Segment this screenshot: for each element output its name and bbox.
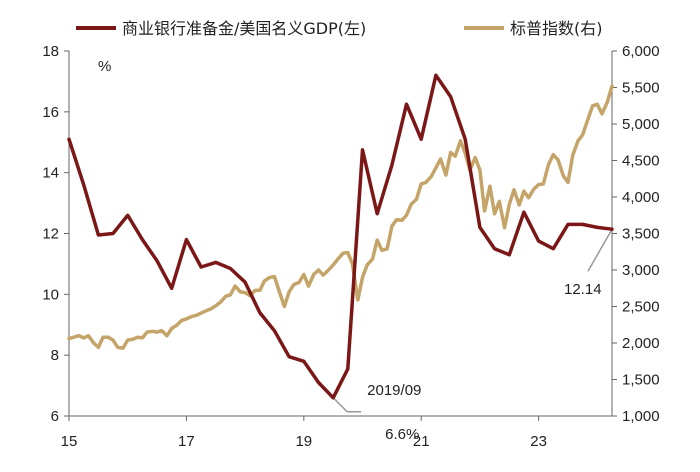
y-right-tick-label: 5,000	[622, 116, 660, 133]
legend-label-reserves: 商业银行准备金/美国名义GDP(左)	[122, 19, 366, 38]
x-tick-label: 21	[413, 433, 430, 450]
y-right-tick-label: 1,500	[622, 372, 660, 389]
y-right-tick-label: 2,000	[622, 335, 660, 352]
y-left-tick-label: 18	[42, 43, 59, 60]
annotation-date: 2019/09	[367, 382, 421, 399]
y-right-tick-label: 1,000	[622, 408, 660, 425]
y-right-tick-label: 2,500	[622, 299, 660, 316]
unit-label: %	[98, 58, 111, 75]
y-right-tick-label: 5,500	[622, 80, 660, 97]
annotations: 2019/09 6.6% 12.14	[367, 281, 601, 443]
y-right-tick-label: 3,500	[622, 226, 660, 243]
y-left-tick-label: 16	[42, 104, 59, 121]
x-tick-label: 23	[530, 433, 547, 450]
y-right-tick-label: 4,000	[622, 189, 660, 206]
y-right-tick-label: 6,000	[622, 43, 660, 60]
annotation-leader-line	[587, 228, 613, 272]
x-tick-label: 17	[178, 433, 195, 450]
axes: 6 8 10 12 14 16 18 1,000 1,500 2,000 2,500 3,000 3,5…	[42, 43, 659, 450]
y-left-tick-label: 6	[51, 408, 59, 425]
series-layer	[67, 73, 614, 413]
annotation-value-low: 6.6%	[385, 426, 419, 443]
y-right-tick-label: 4,500	[622, 153, 660, 170]
legend: 商业银行准备金/美国名义GDP(左) 标普指数(右)	[76, 19, 603, 38]
annotation-value-latest: 12.14	[564, 281, 602, 298]
series-line-reserves	[67, 73, 614, 400]
y-left-tick-label: 10	[42, 286, 59, 303]
x-tick-label: 19	[295, 433, 312, 450]
legend-label-sp500: 标普指数(右)	[510, 19, 603, 38]
series-line-sp500	[67, 84, 614, 350]
y-left-tick-label: 12	[42, 226, 59, 243]
y-left-tick-label: 8	[51, 347, 59, 364]
x-tick-label: 15	[61, 433, 78, 450]
y-left-tick-label: 14	[42, 165, 59, 182]
y-right-tick-label: 3,000	[622, 262, 660, 279]
annotation-leader-line	[332, 397, 362, 413]
